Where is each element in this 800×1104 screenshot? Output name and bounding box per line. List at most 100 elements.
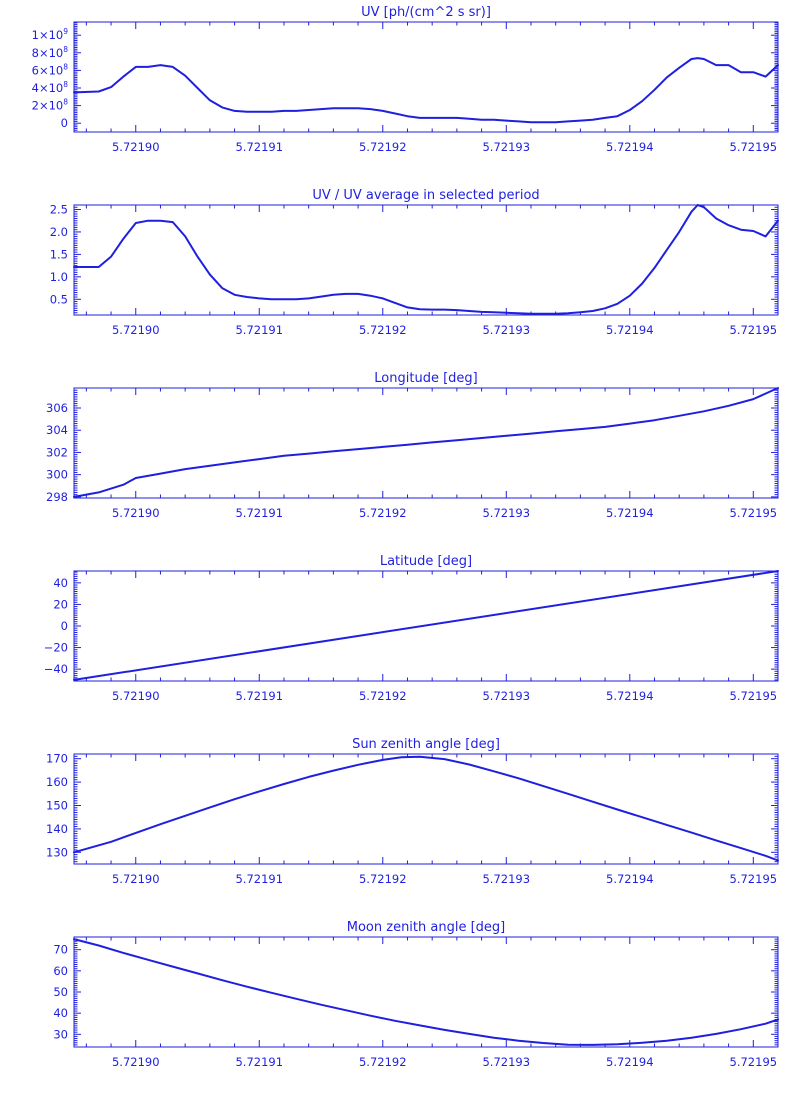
y-tick-base: 2×10 bbox=[32, 99, 64, 113]
x-tick-label: 5.72195 bbox=[730, 1055, 778, 1069]
y-tick-label: 298 bbox=[46, 490, 68, 504]
x-tick-label: 5.72192 bbox=[359, 1055, 407, 1069]
x-tick-label: 5.72194 bbox=[606, 1055, 654, 1069]
x-tick-label: 5.72195 bbox=[730, 140, 778, 154]
y-tick-exponent: 8 bbox=[63, 62, 68, 71]
y-tick-label: 40 bbox=[53, 576, 68, 590]
x-tick-label: 5.72193 bbox=[482, 323, 530, 337]
x-tick-label: 5.72194 bbox=[606, 140, 654, 154]
x-tick-label: 5.72191 bbox=[235, 323, 283, 337]
y-tick-label: 50 bbox=[53, 985, 68, 999]
panel-3: Longitude [deg] 5.72190 5.72191 5.72192 5.72… bbox=[46, 371, 779, 520]
y-tick-label: 160 bbox=[46, 775, 68, 789]
panel-title: UV / UV average in selected period bbox=[312, 188, 539, 203]
y-tick-base: 1×10 bbox=[32, 28, 64, 42]
x-tick-label: 5.72191 bbox=[235, 140, 283, 154]
x-tick-label: 5.72192 bbox=[359, 872, 407, 886]
y-tick-label: 306 bbox=[46, 401, 68, 415]
panel-title: Moon zenith angle [deg] bbox=[347, 920, 505, 935]
y-tick-exponent: 9 bbox=[63, 27, 68, 36]
panel-title: Sun zenith angle [deg] bbox=[352, 737, 500, 752]
x-tick-label: 5.72190 bbox=[112, 872, 160, 886]
y-tick-label: 4×108 bbox=[32, 80, 69, 95]
series-line bbox=[73, 57, 779, 124]
y-tick-label: 30 bbox=[53, 1027, 68, 1041]
series-line bbox=[73, 938, 779, 1046]
y-tick-base: 0 bbox=[61, 116, 68, 130]
x-tick-label: 5.72192 bbox=[359, 323, 407, 337]
x-tick-label: 5.72191 bbox=[235, 1055, 283, 1069]
x-tick-label: 5.72192 bbox=[359, 506, 407, 520]
x-tick-label: 5.72195 bbox=[730, 689, 778, 703]
y-tick-label: 60 bbox=[53, 964, 68, 978]
panel-2: UV / UV average in selected period 5.7219… bbox=[50, 188, 779, 337]
x-tick-label: 5.72190 bbox=[112, 506, 160, 520]
y-tick-label: −40 bbox=[44, 662, 68, 676]
y-tick-base: 4×10 bbox=[32, 81, 64, 95]
y-tick-exponent: 8 bbox=[63, 45, 68, 54]
series-line bbox=[73, 204, 779, 315]
y-tick-label: 140 bbox=[46, 822, 68, 836]
y-tick-label: 2.5 bbox=[50, 202, 68, 216]
panel-5: Sun zenith angle [deg] 5.72190 5.72191 5.72… bbox=[46, 737, 779, 886]
y-tick-base: 8×10 bbox=[32, 46, 64, 60]
x-tick-label: 5.72193 bbox=[482, 140, 530, 154]
x-tick-label: 5.72190 bbox=[112, 323, 160, 337]
y-tick-base: 6×10 bbox=[32, 63, 64, 77]
x-tick-label: 5.72192 bbox=[359, 140, 407, 154]
y-tick-label: −20 bbox=[44, 641, 68, 655]
y-tick-label: 70 bbox=[53, 943, 68, 957]
x-tick-label: 5.72193 bbox=[482, 872, 530, 886]
x-tick-label: 5.72193 bbox=[482, 506, 530, 520]
y-tick-label: 0.5 bbox=[50, 292, 68, 306]
y-tick-label: 150 bbox=[46, 798, 68, 812]
x-tick-label: 5.72193 bbox=[482, 689, 530, 703]
y-tick-label: 2×108 bbox=[32, 98, 69, 113]
x-tick-label: 5.72191 bbox=[235, 506, 283, 520]
x-tick-label: 5.72195 bbox=[730, 872, 778, 886]
x-tick-label: 5.72194 bbox=[606, 872, 654, 886]
y-tick-label: 6×108 bbox=[32, 62, 69, 77]
y-tick-label: 20 bbox=[53, 597, 68, 611]
plot-frame bbox=[73, 753, 779, 865]
x-tick-label: 5.72191 bbox=[235, 872, 283, 886]
x-tick-label: 5.72194 bbox=[606, 689, 654, 703]
y-tick-label: 1.0 bbox=[50, 270, 68, 284]
plot-frame bbox=[73, 387, 779, 499]
series-line bbox=[73, 570, 779, 681]
y-tick-label: 300 bbox=[46, 468, 68, 482]
y-tick-label: 0 bbox=[61, 619, 68, 633]
x-tick-label: 5.72190 bbox=[112, 140, 160, 154]
y-tick-label: 304 bbox=[46, 423, 68, 437]
y-tick-exponent: 8 bbox=[63, 98, 68, 107]
y-tick-label: 0 bbox=[61, 116, 68, 130]
y-tick-label: 1×109 bbox=[32, 27, 69, 42]
y-tick-label: 2.0 bbox=[50, 225, 68, 239]
x-tick-label: 5.72190 bbox=[112, 1055, 160, 1069]
panel-title: Latitude [deg] bbox=[380, 554, 472, 569]
panel-title: Longitude [deg] bbox=[374, 371, 477, 386]
panel-6: Moon zenith angle [deg] 5.72190 5.72191 5.7… bbox=[53, 920, 779, 1069]
x-tick-label: 5.72193 bbox=[482, 1055, 530, 1069]
y-tick-label: 40 bbox=[53, 1006, 68, 1020]
panel-1: UV [ph/(cm^2 s sr)] 5.72190 5.72191 5.72192… bbox=[32, 5, 779, 154]
plot-frame bbox=[73, 936, 779, 1048]
series-line bbox=[73, 387, 779, 498]
plot-frame bbox=[73, 21, 779, 133]
y-tick-label: 170 bbox=[46, 752, 68, 766]
x-tick-label: 5.72195 bbox=[730, 323, 778, 337]
x-tick-label: 5.72194 bbox=[606, 506, 654, 520]
y-tick-label: 1.5 bbox=[50, 247, 68, 261]
plot-frame bbox=[73, 204, 779, 316]
panel-4: Latitude [deg] 5.72190 5.72191 5.72192 5.721… bbox=[44, 554, 779, 703]
panel-title: UV [ph/(cm^2 s sr)] bbox=[361, 5, 491, 20]
x-tick-label: 5.72194 bbox=[606, 323, 654, 337]
x-tick-label: 5.72195 bbox=[730, 506, 778, 520]
x-tick-label: 5.72190 bbox=[112, 689, 160, 703]
y-tick-label: 302 bbox=[46, 445, 68, 459]
y-tick-label: 130 bbox=[46, 845, 68, 859]
x-tick-label: 5.72192 bbox=[359, 689, 407, 703]
y-tick-label: 8×108 bbox=[32, 45, 69, 60]
